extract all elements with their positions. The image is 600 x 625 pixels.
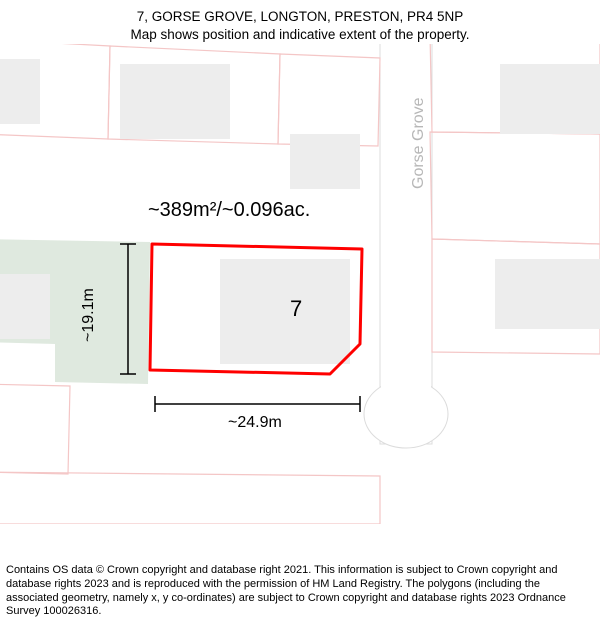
height-measurement: ~19.1m bbox=[80, 288, 98, 342]
road-name-label: Gorse Grove bbox=[410, 97, 428, 189]
property-map: ~389m²/~0.096ac. 7 ~24.9m ~19.1m Gorse G… bbox=[0, 44, 600, 524]
width-measurement: ~24.9m bbox=[228, 414, 282, 432]
plot-number: 7 bbox=[290, 296, 302, 322]
copyright-footer: Contains OS data © Crown copyright and d… bbox=[6, 564, 594, 619]
page-title: 7, GORSE GROVE, LONGTON, PRESTON, PR4 5N… bbox=[0, 8, 600, 26]
page-subtitle: Map shows position and indicative extent… bbox=[0, 26, 600, 44]
area-measurement: ~389m²/~0.096ac. bbox=[148, 199, 310, 222]
map-svg bbox=[0, 44, 600, 524]
